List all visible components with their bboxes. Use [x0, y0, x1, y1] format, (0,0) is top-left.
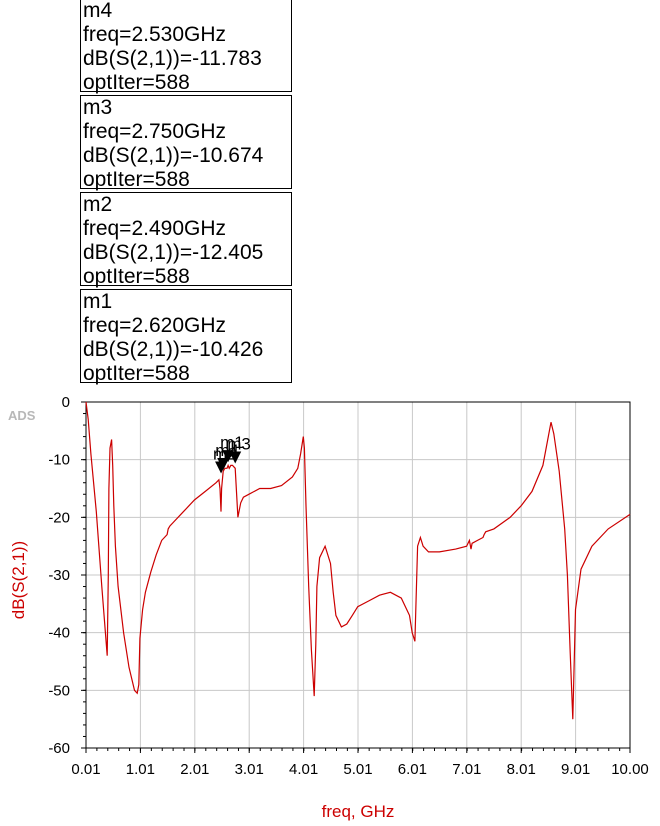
marker-readout-m2: m2 freq=2.490GHz dB(S(2,1))=-12.405 optI… [80, 192, 292, 288]
marker-label-m4: m4 [215, 441, 239, 460]
marker-freq: freq=2.750GHz [83, 120, 227, 143]
plot-grid [86, 402, 630, 748]
y-tick-label: -50 [48, 682, 70, 699]
marker-value: dB(S(2,1))=-10.426 [83, 338, 264, 361]
x-tick-label: 8.01 [507, 761, 536, 778]
marker-name: m1 [83, 290, 113, 313]
s21-chart: ADS 0.01 1.01 2.01 3.01 4.01 5.01 6.01 7.01 8.01… [8, 394, 649, 821]
x-tick-label: 4.01 [289, 761, 318, 778]
marker-readout-m4: m4 freq=2.530GHz dB(S(2,1))=-11.783 optI… [80, 0, 292, 94]
marker-label-m3: m3 [227, 435, 251, 454]
marker-iter: optIter=588 [83, 265, 190, 288]
marker-triangle-m3 [229, 451, 242, 464]
plot-frame [81, 401, 631, 753]
marker-value: dB(S(2,1))=-10.674 [83, 144, 264, 167]
marker-name: m4 [83, 0, 113, 22]
plot-border [85, 401, 631, 749]
marker-freq: freq=2.620GHz [83, 314, 227, 337]
y-tick-labels: 0 -10 -20 -30 -40 -50 -60 [48, 394, 70, 757]
marker-readout-m1: m1 freq=2.620GHz dB(S(2,1))=-10.426 optI… [80, 289, 292, 385]
x-tick-label: 5.01 [343, 761, 372, 778]
marker-iter: optIter=588 [83, 168, 190, 191]
marker-value: dB(S(2,1))=-11.783 [83, 47, 262, 70]
x-tick-label: 3.01 [235, 761, 264, 778]
x-tick-labels: 0.01 1.01 2.01 3.01 4.01 5.01 6.01 7.01 8.01 9.01… [71, 761, 648, 778]
marker-freq: freq=2.490GHz [83, 217, 227, 240]
x-tick-label: 1.01 [126, 761, 155, 778]
marker-freq: freq=2.530GHz [83, 23, 227, 46]
y-tick-label: -60 [48, 740, 70, 757]
y-tick-label: 0 [62, 394, 70, 411]
x-axis-label: freq, GHz [322, 802, 395, 821]
series-group [85, 401, 631, 720]
marker-iter: optIter=588 [83, 71, 190, 94]
y-tick-label: -40 [48, 625, 70, 642]
y-axis-label: dB(S(2,1)) [9, 541, 28, 619]
x-tick-label: 7.01 [452, 761, 481, 778]
series-line [85, 401, 631, 720]
marker-triangle-m4 [217, 457, 230, 470]
marker-name: m2 [83, 193, 113, 216]
x-tick-label: 6.01 [398, 761, 427, 778]
y-tick-label: -30 [48, 567, 70, 584]
x-tick-label: 9.01 [561, 761, 590, 778]
x-tick-label: 0.01 [71, 761, 100, 778]
x-tick-label: 10.00 [611, 761, 649, 778]
ads-watermark: ADS [8, 408, 36, 423]
x-tick-label: 2.01 [180, 761, 209, 778]
marker-value: dB(S(2,1))=-12.405 [83, 241, 264, 264]
y-tick-label: -20 [48, 509, 70, 526]
marker-readout-m3: m3 freq=2.750GHz dB(S(2,1))=-10.674 optI… [80, 95, 292, 191]
marker-label-m1: m1 [220, 433, 244, 452]
y-tick-label: -10 [48, 452, 70, 469]
marker-name: m3 [83, 96, 113, 119]
marker-iter: optIter=588 [83, 362, 190, 385]
